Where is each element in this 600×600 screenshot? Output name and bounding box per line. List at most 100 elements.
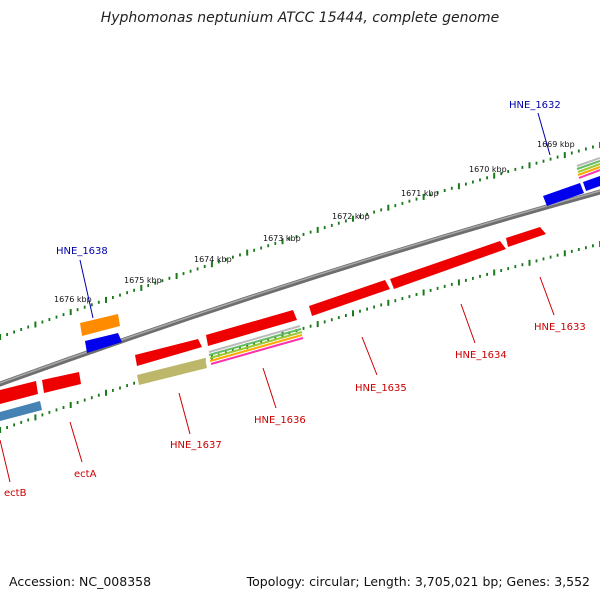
minor-tick (62, 406, 65, 409)
minor-tick (133, 381, 135, 385)
major-tick (352, 215, 354, 222)
minor-tick (394, 204, 397, 208)
minor-tick (592, 145, 594, 149)
minor-tick (408, 199, 411, 203)
minor-tick (20, 420, 23, 424)
minor-tick (436, 191, 439, 195)
gene-arrow-hne-1635 (309, 280, 390, 316)
major-tick (69, 309, 72, 316)
minor-tick (337, 221, 340, 225)
gene-labels: HNE_1632 HNE_1638 HNE_1633 HNE_1634 HNE_… (4, 100, 586, 499)
major-tick (0, 334, 2, 340)
minor-tick (119, 386, 121, 390)
minor-tick (126, 291, 128, 295)
minor-tick (507, 267, 510, 271)
minor-tick (154, 281, 157, 285)
minor-tick (133, 288, 135, 292)
major-tick (528, 259, 531, 266)
minor-tick (126, 384, 128, 388)
minor-tick (323, 320, 326, 324)
gene-arrow-hne-1632 (543, 183, 584, 206)
minor-tick (585, 147, 587, 151)
label-leaders (0, 112, 555, 483)
minor-tick (76, 308, 79, 312)
minor-tick (260, 246, 263, 250)
minor-tick (161, 279, 164, 283)
minor-tick (535, 259, 538, 263)
major-tick (281, 238, 284, 245)
gene-arrow-steel (0, 401, 42, 421)
kbp-label: 1671 kbp (401, 189, 439, 198)
minor-tick (486, 176, 488, 180)
minor-tick (472, 180, 474, 184)
minor-tick (556, 253, 559, 257)
major-tick (34, 414, 37, 421)
minor-tick (6, 426, 8, 429)
minor-tick (13, 330, 15, 334)
minor-tick (366, 307, 368, 311)
major-tick (316, 321, 319, 328)
minor-tick (500, 172, 503, 176)
minor-tick (535, 161, 538, 165)
minor-tick (323, 226, 326, 230)
major-tick (140, 284, 143, 291)
forward-feature-track (0, 176, 600, 404)
gene-label-hne-1638: HNE_1638 (56, 246, 108, 257)
major-tick (563, 250, 566, 257)
inner-tick-ring (0, 241, 600, 433)
kbp-label: 1673 kbp (263, 234, 301, 243)
minor-tick (225, 258, 227, 262)
gene-arrow-khaki (137, 358, 207, 385)
gene-arrow-hne-1632-b (583, 176, 600, 191)
major-tick (105, 389, 107, 396)
minor-tick (41, 320, 44, 324)
minor-tick (479, 274, 481, 278)
minor-tick (408, 295, 411, 299)
topology-summary: Topology: circular; Length: 3,705,021 bp… (246, 574, 590, 589)
gene-arrow-hne-1636 (206, 310, 297, 346)
gene-label-hne-1632: HNE_1632 (509, 100, 561, 111)
minor-tick (401, 297, 404, 301)
major-tick (563, 152, 566, 159)
major-tick (69, 402, 72, 408)
minor-tick (330, 223, 333, 227)
minor-tick (542, 159, 545, 163)
minor-tick (119, 293, 121, 297)
gene-arrow-hne-1637 (135, 339, 202, 366)
minor-tick (514, 265, 517, 269)
major-tick (0, 427, 2, 433)
minor-tick (232, 255, 234, 259)
minor-tick (147, 284, 150, 287)
major-tick (316, 226, 319, 233)
minor-tick (97, 393, 100, 397)
gene-arrow-hne-1634 (390, 241, 506, 289)
minor-tick (570, 151, 573, 155)
kbp-label: 1670 kbp (469, 165, 507, 174)
gene-arrow-ecta (42, 372, 81, 393)
major-tick (387, 299, 390, 306)
minor-tick (288, 237, 291, 241)
gene-label-hne-1634: HNE_1634 (455, 350, 507, 361)
minor-tick (359, 215, 361, 218)
minor-tick (168, 276, 171, 280)
minor-tick (394, 299, 397, 303)
minor-tick (20, 328, 23, 331)
minor-tick (41, 413, 44, 417)
gene-label-ectb: ectB (4, 488, 27, 499)
minor-tick (267, 244, 270, 248)
minor-tick (429, 288, 432, 292)
minor-tick (436, 286, 439, 290)
kbp-label: 1674 kbp (194, 255, 232, 264)
minor-tick (330, 318, 333, 322)
major-tick (457, 183, 460, 190)
minor-tick (27, 325, 30, 329)
major-tick (175, 273, 178, 279)
genome-backbone (0, 189, 600, 387)
minor-tick (401, 201, 404, 205)
minor-tick (450, 186, 453, 190)
minor-tick (521, 263, 524, 267)
gene-label-ecta: ectA (74, 469, 97, 480)
minor-tick (27, 418, 30, 422)
major-tick (528, 162, 531, 169)
